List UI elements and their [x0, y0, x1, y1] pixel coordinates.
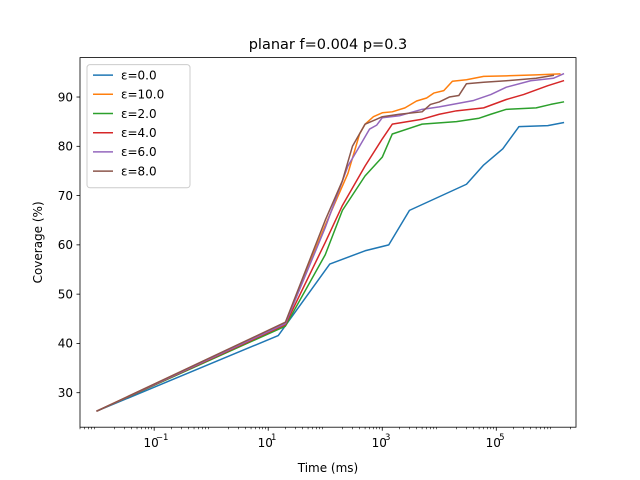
- y-tick-label: 50: [58, 287, 73, 301]
- x-tick-exponent: 3: [385, 433, 390, 443]
- series-line-1: [96, 73, 561, 412]
- y-tick-label: 80: [58, 140, 73, 154]
- x-tick-exponent: 1: [271, 433, 276, 443]
- legend-label-1: ε=10.0: [121, 88, 164, 102]
- series-line-5: [96, 74, 555, 412]
- x-tick-label: 10: [372, 436, 387, 450]
- y-tick-label: 70: [58, 189, 73, 203]
- y-axis-ticks: 30 40 50 60 70 80 90: [58, 90, 80, 400]
- legend-label-0: ε=0.0: [121, 68, 157, 82]
- x-tick-label: 10: [258, 436, 273, 450]
- legend-label-2: ε=2.0: [121, 107, 157, 121]
- x-tick-label: 10: [486, 436, 501, 450]
- chart-title: planar f=0.004 p=0.3: [249, 37, 408, 53]
- x-tick-label: 10: [144, 436, 159, 450]
- series-layer: [96, 72, 565, 412]
- series-line-0: [96, 121, 565, 412]
- legend-label-3: ε=4.0: [121, 126, 157, 140]
- y-tick-label: 90: [58, 90, 73, 104]
- x-axis-ticks: 10−1 101 103 105: [79, 427, 571, 450]
- legend-label-4: ε=6.0: [121, 145, 157, 159]
- x-tick-exponent: 5: [499, 433, 504, 443]
- series-line-2: [96, 101, 565, 412]
- plot-frame: [79, 57, 577, 428]
- legend-box: [86, 64, 191, 189]
- y-tick-label: 60: [58, 238, 73, 252]
- x-axis-label: Time (ms): [297, 461, 359, 475]
- y-tick-label: 40: [58, 337, 73, 351]
- x-tick-exponent: −1: [156, 433, 169, 443]
- legend-label-5: ε=8.0: [121, 164, 157, 178]
- y-axis-label: Coverage (%): [31, 201, 45, 283]
- legend: ε=0.0 ε=10.0 ε=2.0 ε=4.0 ε=6.0 ε=8.0: [86, 64, 191, 189]
- y-tick-label: 30: [58, 386, 73, 400]
- series-line-3: [96, 79, 565, 412]
